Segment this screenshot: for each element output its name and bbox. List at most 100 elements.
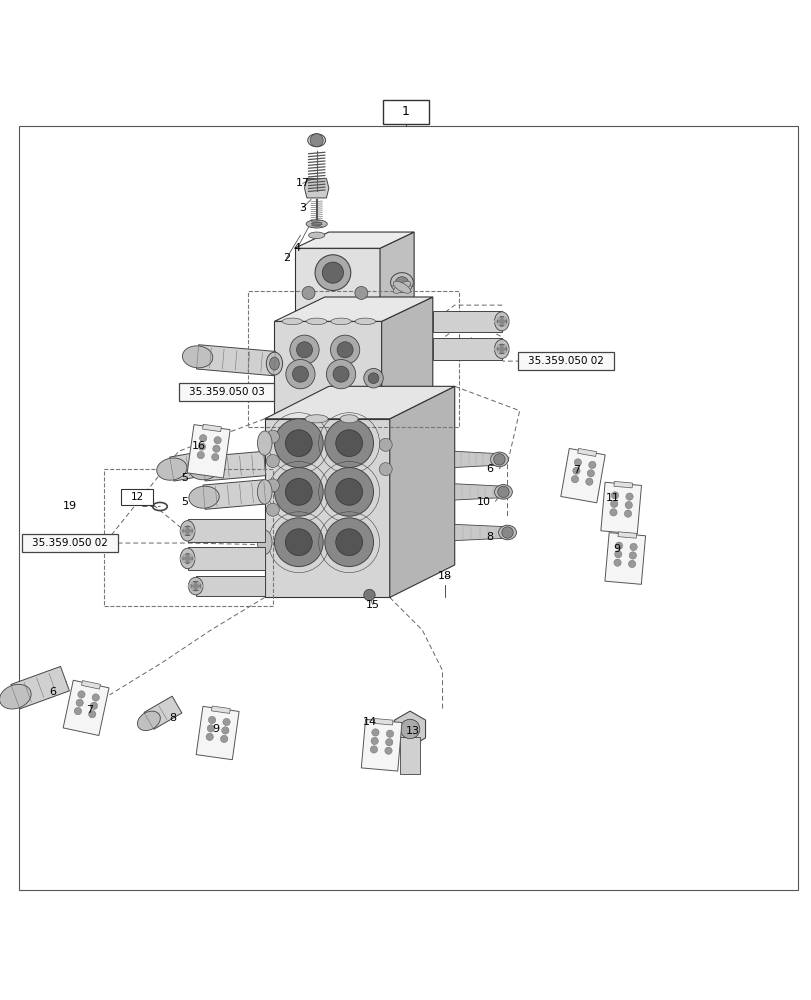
Ellipse shape [392,283,411,291]
Polygon shape [604,533,645,584]
Ellipse shape [494,485,512,499]
Text: 9: 9 [212,724,219,734]
Polygon shape [374,719,393,725]
Ellipse shape [257,530,272,554]
Circle shape [207,725,214,732]
Text: 16: 16 [191,441,206,451]
Ellipse shape [180,548,195,569]
Circle shape [629,552,636,559]
Ellipse shape [257,431,272,455]
Text: 5: 5 [182,473,188,483]
Circle shape [624,510,631,517]
Circle shape [179,557,182,560]
Circle shape [324,468,373,516]
Text: 2: 2 [283,253,290,263]
Circle shape [200,435,207,442]
Polygon shape [11,666,69,709]
Circle shape [493,454,504,465]
Circle shape [192,557,195,560]
Circle shape [206,733,213,741]
Bar [178,383,274,401]
Circle shape [573,459,581,466]
Circle shape [187,584,191,588]
Circle shape [221,727,229,734]
Circle shape [501,527,513,538]
Text: 3: 3 [299,203,306,213]
Text: 9: 9 [613,544,620,554]
Circle shape [336,529,362,556]
Polygon shape [169,451,206,481]
Circle shape [336,478,362,505]
Circle shape [384,747,392,754]
Polygon shape [264,419,389,597]
Circle shape [221,735,228,743]
Circle shape [611,492,618,499]
Bar [121,489,153,505]
Circle shape [629,543,637,551]
Circle shape [385,739,393,746]
Circle shape [285,529,311,556]
Polygon shape [617,532,636,538]
Circle shape [326,360,355,389]
Polygon shape [202,424,221,432]
Circle shape [324,518,373,567]
Circle shape [386,730,393,737]
Circle shape [189,554,192,557]
Circle shape [310,134,323,147]
Circle shape [212,453,219,461]
Circle shape [379,463,392,476]
Circle shape [585,478,592,485]
Polygon shape [203,480,265,509]
Ellipse shape [331,318,350,325]
Circle shape [609,509,616,516]
Circle shape [363,368,383,388]
Text: 18: 18 [437,571,452,581]
Circle shape [506,347,509,351]
Text: 15: 15 [365,600,380,610]
Circle shape [497,486,508,498]
Circle shape [182,526,192,536]
Circle shape [292,366,308,382]
Ellipse shape [157,458,187,480]
Circle shape [266,479,279,492]
Bar [517,352,613,370]
Text: 12: 12 [131,492,144,502]
Circle shape [628,560,635,568]
Circle shape [371,737,378,745]
Ellipse shape [393,281,410,293]
Ellipse shape [307,134,325,147]
Circle shape [214,437,221,444]
Bar [432,311,501,332]
Circle shape [274,468,323,516]
Ellipse shape [0,684,31,709]
Circle shape [610,500,617,507]
Circle shape [191,587,194,591]
Text: 5: 5 [182,497,188,507]
Circle shape [290,335,319,364]
Circle shape [496,323,500,326]
Circle shape [588,461,595,469]
Circle shape [330,335,359,364]
Circle shape [496,344,506,354]
Ellipse shape [494,312,508,331]
Circle shape [285,430,311,457]
Circle shape [496,317,500,320]
Circle shape [182,560,186,563]
Polygon shape [81,681,101,689]
Circle shape [503,323,506,326]
Polygon shape [196,706,238,760]
Ellipse shape [266,352,282,375]
Circle shape [371,729,379,736]
Circle shape [88,711,96,718]
Polygon shape [211,706,230,713]
Circle shape [586,470,594,477]
Text: 35.359.050 03: 35.359.050 03 [188,387,264,397]
Ellipse shape [308,232,324,239]
Polygon shape [381,297,432,419]
Circle shape [493,320,496,323]
Bar [432,338,501,360]
Bar [187,547,264,570]
Circle shape [266,503,279,516]
Text: 6: 6 [49,687,56,697]
Circle shape [200,584,204,588]
